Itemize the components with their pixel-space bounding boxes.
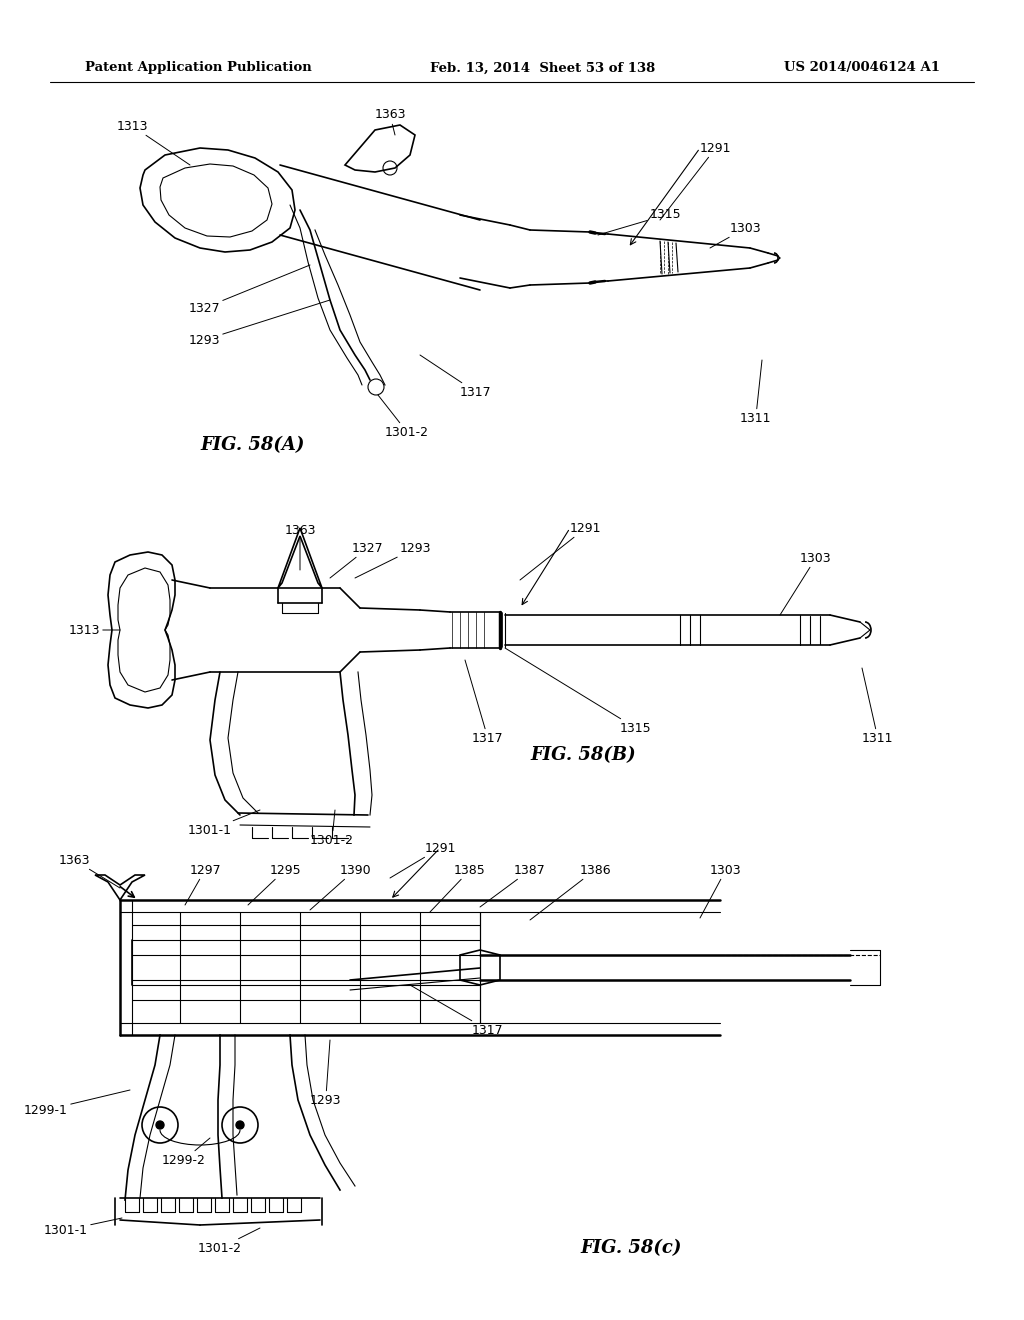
Text: 1317: 1317 <box>465 660 504 744</box>
Text: 1301-2: 1301-2 <box>378 395 429 438</box>
Text: 1327: 1327 <box>188 265 310 314</box>
Text: 1363: 1363 <box>285 524 315 570</box>
Text: FIG. 58(A): FIG. 58(A) <box>200 436 304 454</box>
Text: 1303: 1303 <box>710 222 762 248</box>
Text: 1301-1: 1301-1 <box>44 1218 122 1237</box>
Text: 1363: 1363 <box>374 108 406 135</box>
Text: 1390: 1390 <box>310 863 371 909</box>
Circle shape <box>156 1121 164 1129</box>
Text: 1303: 1303 <box>700 863 741 917</box>
Text: 1301-1: 1301-1 <box>188 810 260 837</box>
Text: 1387: 1387 <box>480 863 546 907</box>
Text: 1311: 1311 <box>740 360 771 425</box>
Text: 1315: 1315 <box>505 648 651 734</box>
Text: 1297: 1297 <box>185 863 221 906</box>
Text: 1291: 1291 <box>520 521 601 579</box>
Text: FIG. 58(B): FIG. 58(B) <box>530 746 636 764</box>
Text: 1313: 1313 <box>117 120 190 165</box>
Text: Patent Application Publication: Patent Application Publication <box>85 62 311 74</box>
Circle shape <box>236 1121 244 1129</box>
Text: 1291: 1291 <box>660 141 731 220</box>
Text: 1327: 1327 <box>330 541 384 578</box>
Text: 1363: 1363 <box>58 854 120 888</box>
Text: 1299-1: 1299-1 <box>25 1090 130 1117</box>
Text: 1295: 1295 <box>248 863 301 906</box>
Text: 1299-2: 1299-2 <box>162 1138 210 1167</box>
Text: 1311: 1311 <box>862 668 894 744</box>
Text: 1303: 1303 <box>780 552 831 615</box>
Text: 1317: 1317 <box>410 985 504 1036</box>
Text: 1315: 1315 <box>598 209 682 235</box>
Text: Feb. 13, 2014  Sheet 53 of 138: Feb. 13, 2014 Sheet 53 of 138 <box>430 62 655 74</box>
Text: 1313: 1313 <box>69 623 120 636</box>
Text: FIG. 58(c): FIG. 58(c) <box>580 1239 681 1257</box>
Text: 1301-2: 1301-2 <box>310 810 354 846</box>
Text: 1301-2: 1301-2 <box>198 1228 260 1254</box>
Text: 1317: 1317 <box>420 355 492 399</box>
Text: 1293: 1293 <box>310 1040 341 1106</box>
Text: 1385: 1385 <box>430 863 485 912</box>
Text: 1293: 1293 <box>188 300 330 346</box>
Text: 1386: 1386 <box>530 863 610 920</box>
Text: US 2014/0046124 A1: US 2014/0046124 A1 <box>784 62 940 74</box>
Text: 1291: 1291 <box>390 842 456 878</box>
Text: 1293: 1293 <box>355 541 431 578</box>
